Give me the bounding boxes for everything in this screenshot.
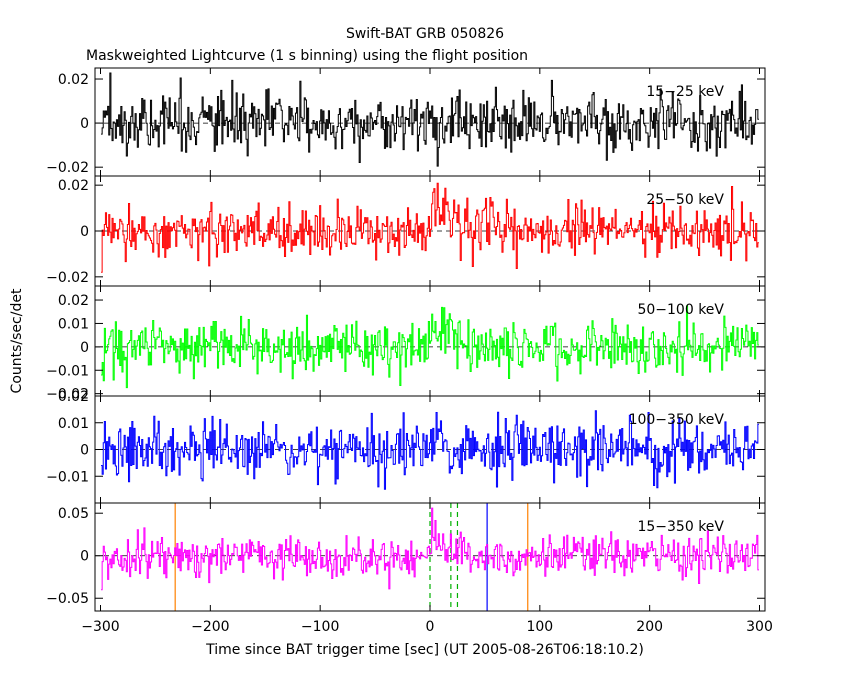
series-line [101, 182, 759, 273]
y-tick-label: −0.05 [46, 591, 89, 607]
y-axis-label: Counts/sec/det [9, 288, 25, 393]
series-line [101, 305, 759, 389]
panel-4: 0.02 0.01 0 −0.01 100−350 keV [46, 389, 766, 504]
band-label: 25−50 keV [646, 192, 724, 208]
y-tick-label: 0 [80, 443, 89, 459]
series-line [101, 72, 759, 167]
band-label: 100−350 keV [629, 412, 725, 428]
chart-title: Swift-BAT GRB 050826 [346, 26, 504, 42]
x-tick-label: 300 [746, 619, 773, 635]
y-tick-label: 0.05 [58, 506, 89, 522]
x-tick-label: −300 [81, 619, 119, 635]
x-tick-label: 200 [636, 619, 663, 635]
x-axis-label: Time since BAT trigger time [sec] (UT 20… [205, 642, 644, 658]
series-line [101, 507, 759, 591]
y-tick-label: −0.02 [46, 387, 89, 403]
y-tick-label: 0 [80, 116, 89, 132]
series-line [101, 410, 759, 490]
chart-subtitle: Maskweighted Lightcurve (1 s binning) us… [86, 48, 528, 64]
y-tick-label: 0.01 [58, 316, 89, 332]
y-tick-label: 0.02 [58, 293, 89, 309]
y-tick-label: 0.02 [58, 389, 89, 405]
y-tick-label: 0 [80, 549, 89, 565]
y-tick-label: −0.02 [46, 160, 89, 176]
band-label: 15−350 keV [637, 519, 724, 535]
y-tick-label: −0.01 [46, 469, 89, 485]
panel-5: 0.05 0 −0.05 15−350 keV [46, 502, 766, 612]
panel-3: 0.02 0.01 0 −0.01 −0.02 50−100 keV [46, 285, 766, 403]
x-tick-label: 100 [526, 619, 553, 635]
band-label: 15−25 keV [646, 84, 724, 100]
x-tick-label: 0 [426, 619, 435, 635]
y-tick-label: 0.02 [58, 72, 89, 88]
y-tick-label: −0.01 [46, 363, 89, 379]
x-tick-label: −100 [301, 619, 339, 635]
x-tick-label: −200 [191, 619, 229, 635]
y-tick-label: −0.02 [46, 270, 89, 286]
y-tick-label: 0.01 [58, 416, 89, 432]
y-tick-label: 0 [80, 224, 89, 240]
panels-group: 0.02 0 −0.02 15−25 keV 0.02 0 −0.02 25−50 keV 0.… [46, 67, 773, 635]
y-tick-label: 0.02 [58, 178, 89, 194]
y-tick-label: 0 [80, 340, 89, 356]
band-label: 50−100 keV [637, 302, 724, 318]
